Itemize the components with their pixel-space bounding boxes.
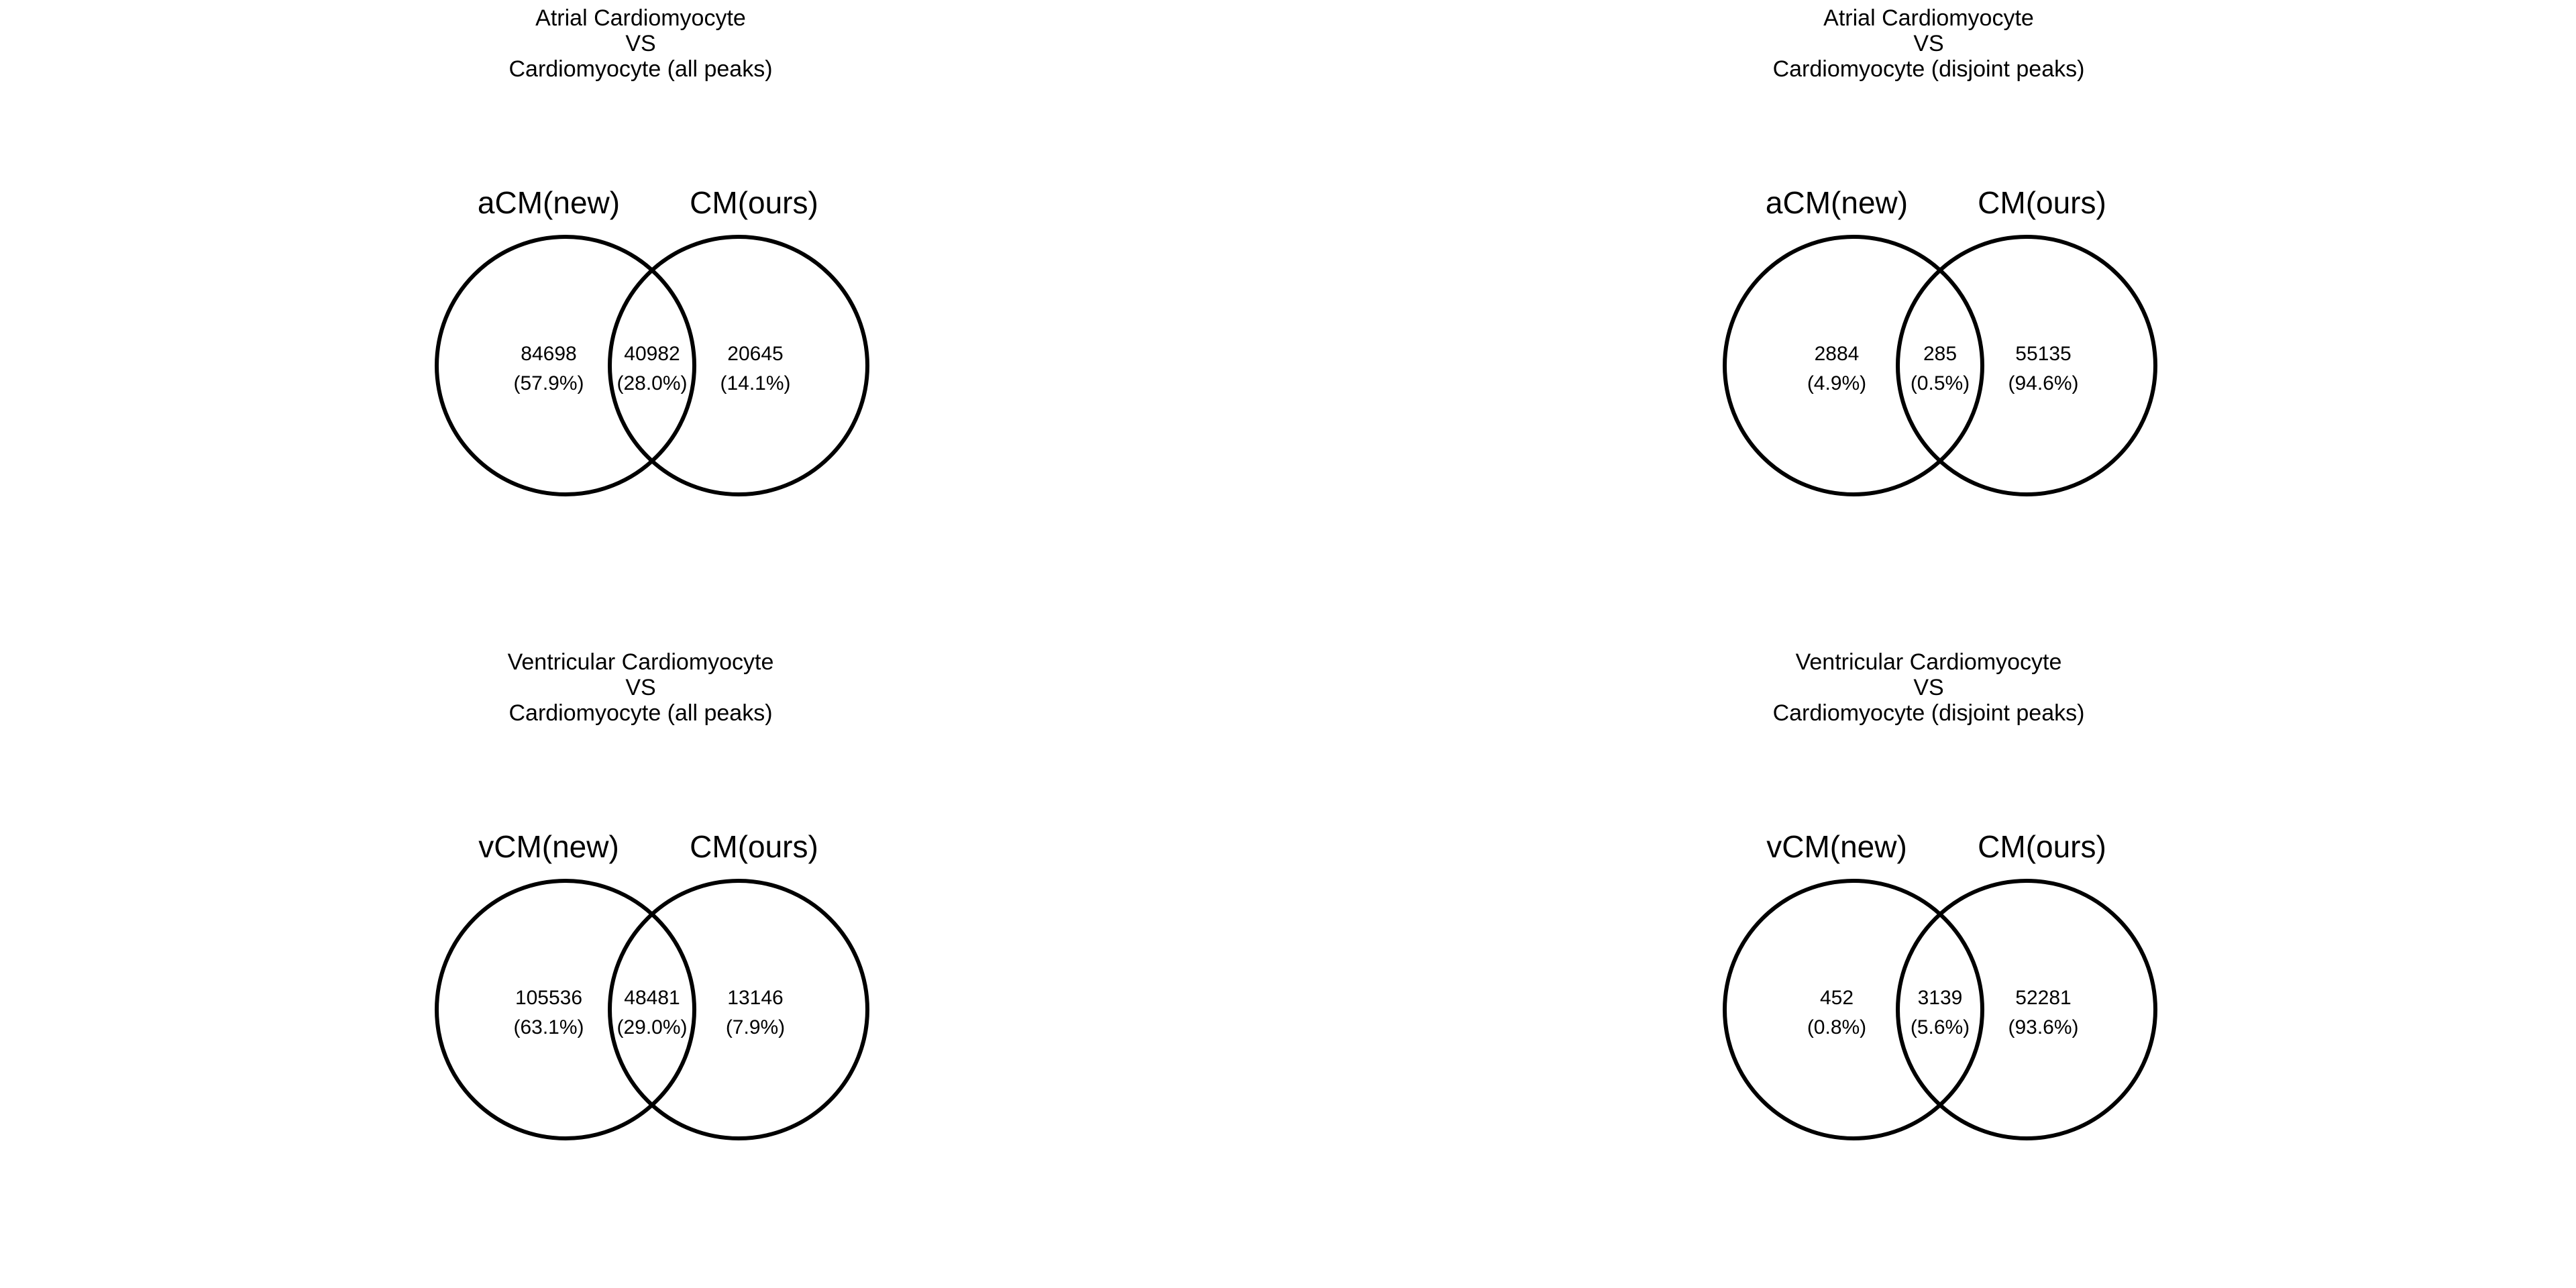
- title-line-3: Cardiomyocyte (all peaks): [508, 56, 773, 82]
- venn-panel-atrial-all: Atrial Cardiomyocyte VS Cardiomyocyte (a…: [0, 0, 1288, 644]
- a-only-percent: (57.9%): [513, 372, 584, 394]
- venn-diagram: aCM(new) CM(ours) 84698 (57.9%) 40982 (2…: [435, 185, 869, 496]
- set-a-label: vCM(new): [1766, 829, 1907, 864]
- overlap-count: 285: [1923, 343, 1957, 365]
- set-b-circle: [608, 235, 869, 496]
- overlap-count: 40982: [624, 343, 680, 365]
- panel-title: Ventricular Cardiomyocyte VS Cardiomyocy…: [339, 649, 943, 726]
- title-line-1: Atrial Cardiomyocyte: [1823, 5, 2034, 31]
- set-a-circle: [435, 235, 696, 496]
- title-line-2: VS: [625, 31, 656, 56]
- b-only-percent: (14.1%): [720, 372, 790, 394]
- set-b-label: CM(ours): [690, 185, 818, 220]
- set-b-circle: [608, 879, 869, 1140]
- overlap-percent: (28.0%): [616, 372, 687, 394]
- b-only-count: 13146: [727, 987, 783, 1009]
- title-line-1: Ventricular Cardiomyocyte: [507, 649, 774, 675]
- set-a-circle: [1723, 879, 1984, 1140]
- a-only-count: 452: [1820, 987, 1854, 1009]
- set-a-label: aCM(new): [478, 185, 620, 220]
- venn-panel-ventricular-all: Ventricular Cardiomyocyte VS Cardiomyocy…: [0, 644, 1288, 1288]
- set-b-label: CM(ours): [1978, 185, 2106, 220]
- b-only-percent: (93.6%): [2008, 1016, 2078, 1038]
- venn-diagram: aCM(new) CM(ours) 2884 (4.9%) 285 (0.5%)…: [1723, 185, 2157, 496]
- a-only-count: 105536: [515, 987, 582, 1009]
- overlap-percent: (29.0%): [616, 1016, 687, 1038]
- title-line-3: Cardiomyocyte (all peaks): [508, 700, 773, 726]
- a-only-percent: (0.8%): [1807, 1016, 1866, 1038]
- set-a-circle: [1723, 235, 1984, 496]
- b-only-count: 20645: [727, 343, 783, 365]
- a-only-count: 2884: [1815, 343, 1860, 365]
- panel-title: Atrial Cardiomyocyte VS Cardiomyocyte (a…: [339, 5, 943, 82]
- venn-diagram: vCM(new) CM(ours) 452 (0.8%) 3139 (5.6%)…: [1723, 829, 2157, 1140]
- overlap-count: 48481: [624, 987, 680, 1009]
- panel-title: Atrial Cardiomyocyte VS Cardiomyocyte (d…: [1627, 5, 2231, 82]
- title-line-1: Ventricular Cardiomyocyte: [1795, 649, 2062, 675]
- overlap-count: 3139: [1918, 987, 1963, 1009]
- set-b-circle: [1896, 235, 2157, 496]
- a-only-percent: (4.9%): [1807, 372, 1866, 394]
- title-line-1: Atrial Cardiomyocyte: [535, 5, 746, 31]
- title-line-3: Cardiomyocyte (disjoint peaks): [1772, 56, 2085, 82]
- set-a-label: aCM(new): [1766, 185, 1908, 220]
- b-only-count: 55135: [2015, 343, 2071, 365]
- title-line-2: VS: [1913, 31, 1944, 56]
- overlap-percent: (5.6%): [1911, 1016, 1970, 1038]
- b-only-count: 52281: [2015, 987, 2071, 1009]
- set-b-label: CM(ours): [1978, 829, 2106, 864]
- b-only-percent: (7.9%): [726, 1016, 785, 1038]
- b-only-percent: (94.6%): [2008, 372, 2078, 394]
- overlap-percent: (0.5%): [1911, 372, 1970, 394]
- venn-diagram: vCM(new) CM(ours) 105536 (63.1%) 48481 (…: [435, 829, 869, 1140]
- title-line-3: Cardiomyocyte (disjoint peaks): [1772, 700, 2085, 726]
- set-b-circle: [1896, 879, 2157, 1140]
- a-only-count: 84698: [521, 343, 576, 365]
- a-only-percent: (63.1%): [513, 1016, 584, 1038]
- set-b-label: CM(ours): [690, 829, 818, 864]
- venn-panel-ventricular-disjoint: Ventricular Cardiomyocyte VS Cardiomyocy…: [1288, 644, 2576, 1288]
- title-line-2: VS: [625, 675, 656, 700]
- set-a-label: vCM(new): [478, 829, 619, 864]
- set-a-circle: [435, 879, 696, 1140]
- panel-title: Ventricular Cardiomyocyte VS Cardiomyocy…: [1627, 649, 2231, 726]
- venn-panel-atrial-disjoint: Atrial Cardiomyocyte VS Cardiomyocyte (d…: [1288, 0, 2576, 644]
- title-line-2: VS: [1913, 675, 1944, 700]
